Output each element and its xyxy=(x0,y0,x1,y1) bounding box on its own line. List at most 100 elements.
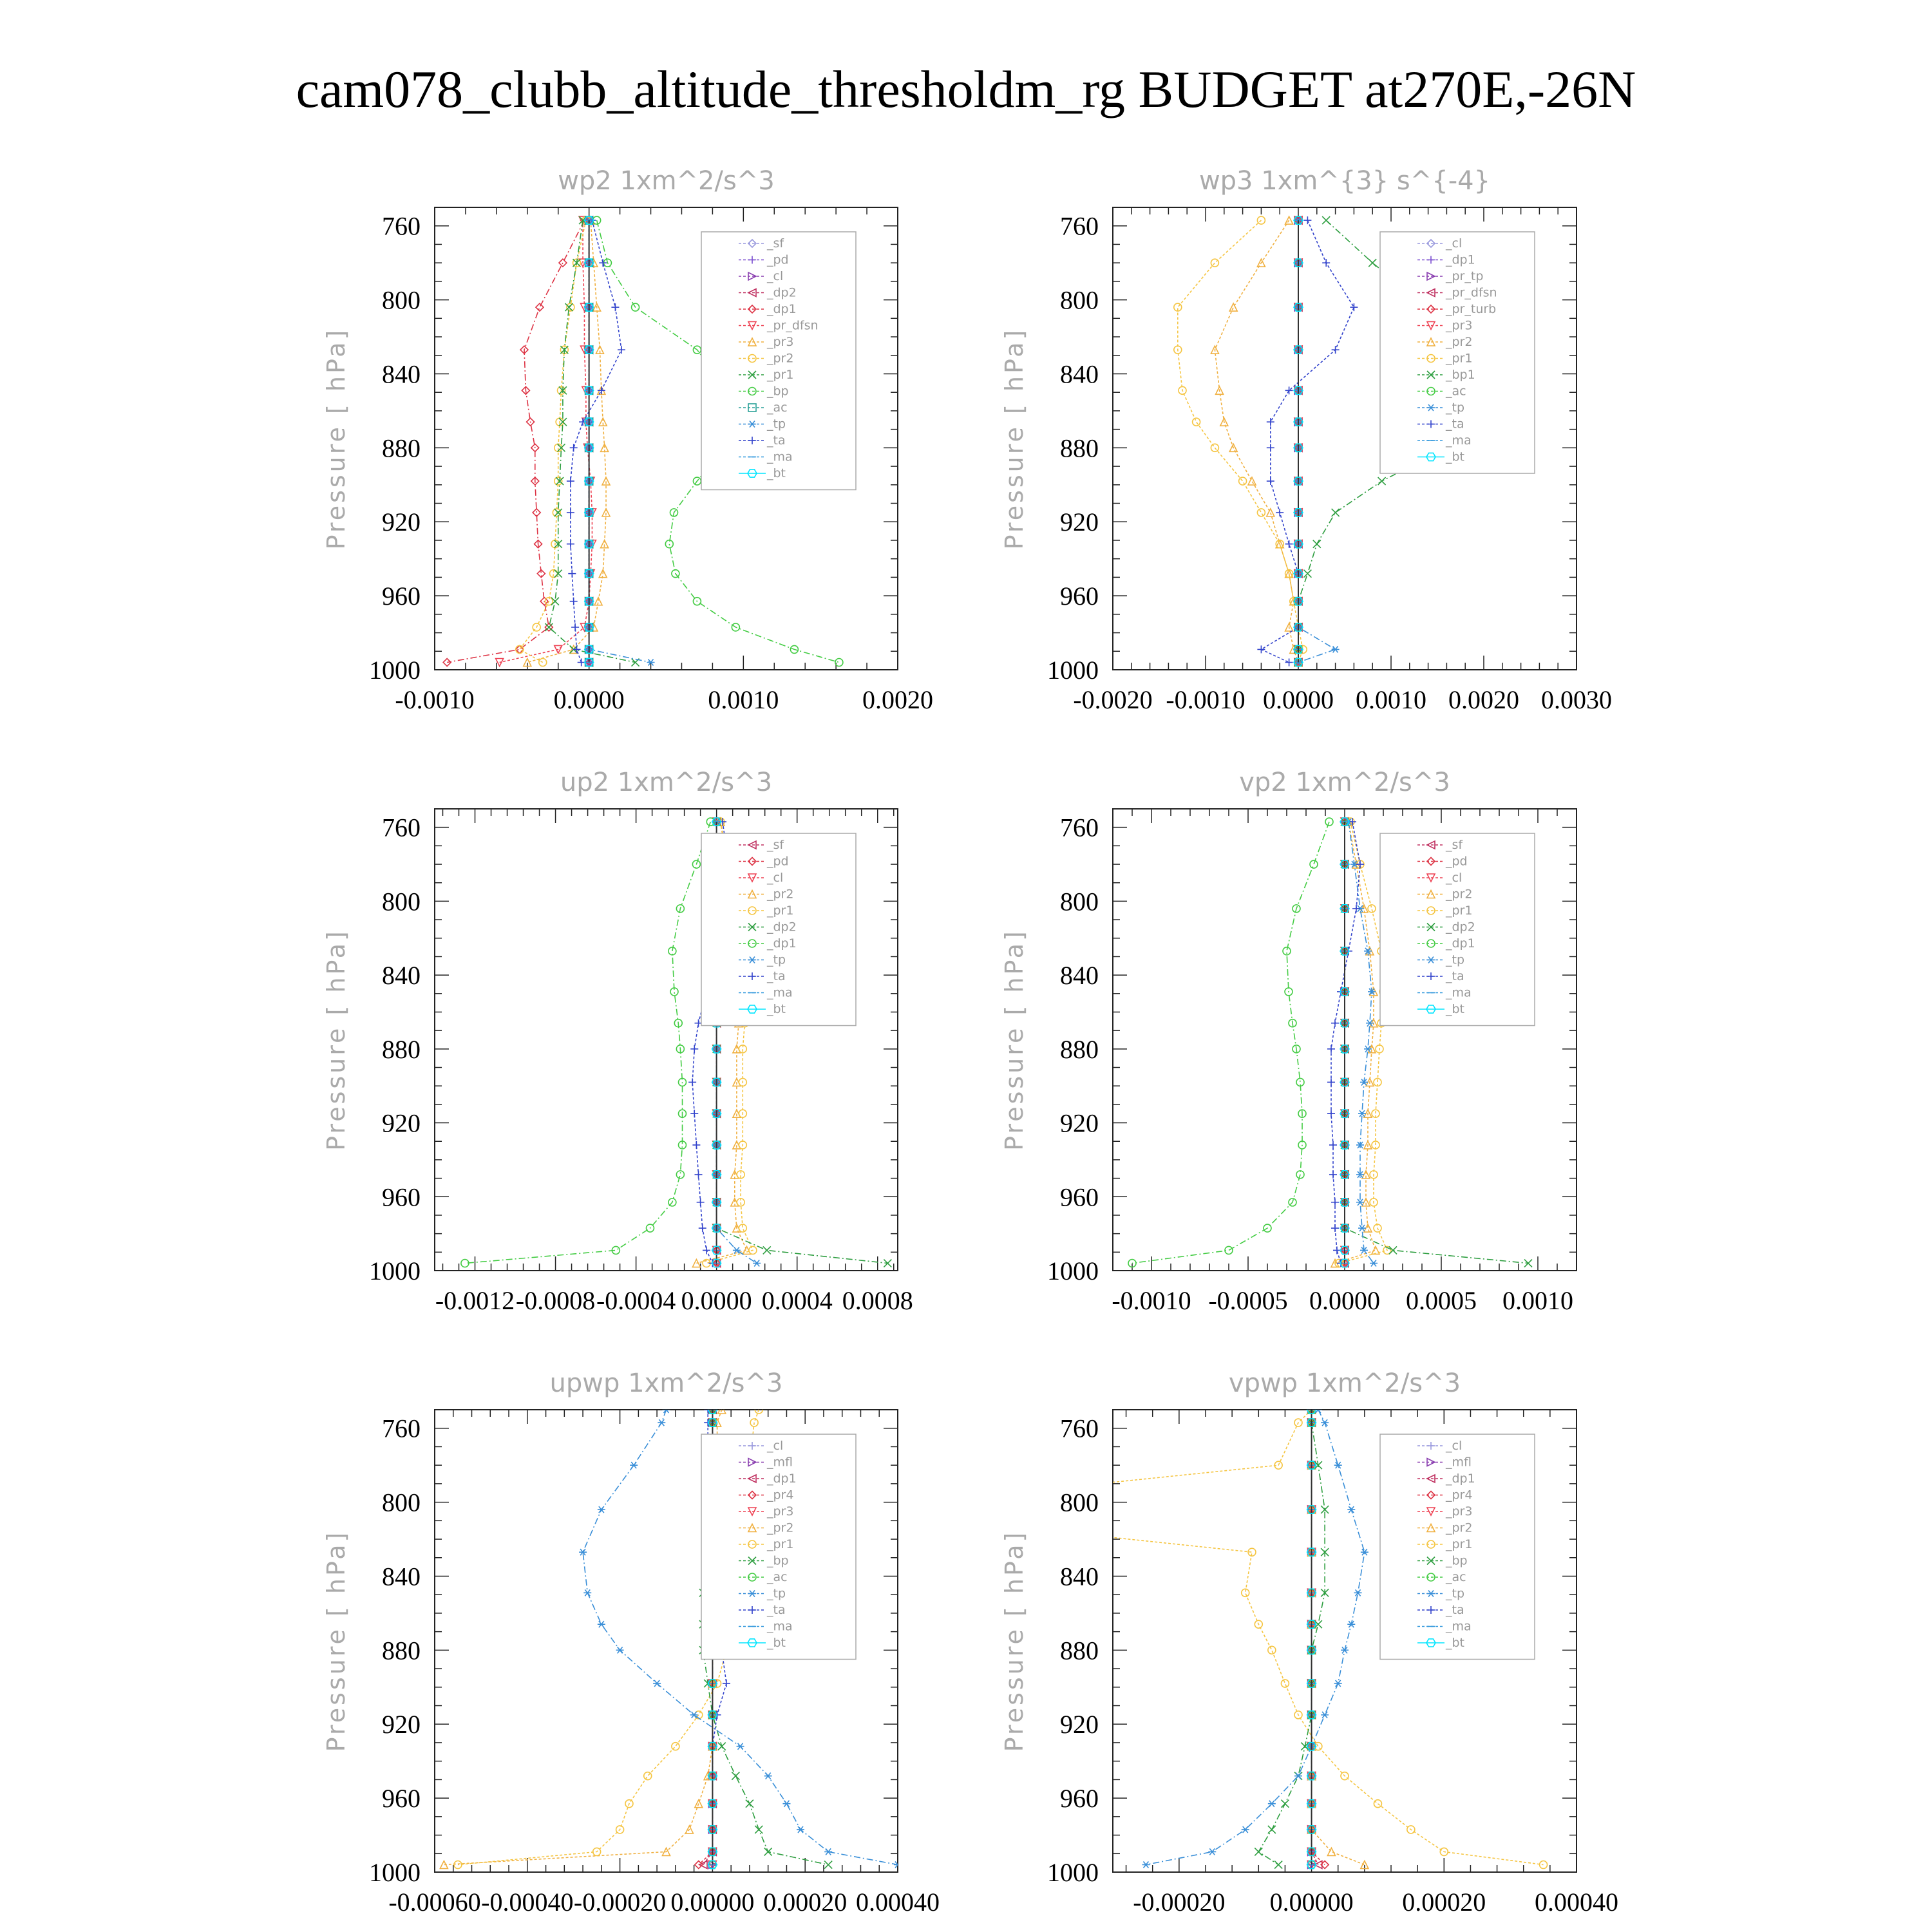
panel-1: wp2 1xm^2/s^3 Pressure [ hPa] 760 800 840 880… xyxy=(322,166,933,714)
point-_bt xyxy=(583,508,594,517)
y-tick-label: 920 xyxy=(382,507,421,536)
legend-entry-_pr4: _pr4 xyxy=(766,1488,793,1502)
point-_ta xyxy=(617,346,625,354)
point-_pr_dfsn xyxy=(495,658,504,668)
point-_bp xyxy=(1320,1548,1329,1557)
point-_bt xyxy=(707,1860,718,1870)
point-_bp xyxy=(1274,1860,1283,1870)
legend-marker xyxy=(1427,256,1435,264)
legend-marker xyxy=(1427,1442,1435,1450)
point-_ta xyxy=(690,1110,699,1118)
plot-frame xyxy=(434,207,898,670)
series-line-_ta xyxy=(570,220,622,663)
point-_dp1 xyxy=(698,1860,708,1870)
legend-entry-_ta: _ta xyxy=(1445,1603,1464,1617)
point-_tp xyxy=(583,1589,592,1596)
point-_dp1 xyxy=(526,417,535,427)
point-_dp1 xyxy=(611,1245,621,1255)
series-line-_ta xyxy=(1260,220,1355,663)
point-_bt xyxy=(1293,303,1303,312)
legend-marker xyxy=(1427,956,1435,963)
legend-entry-_cl: _cl xyxy=(766,1439,783,1453)
y-axis-label: Pressure [ hPa] xyxy=(322,929,350,1151)
x-tick-label: -0.0008 xyxy=(516,1286,595,1315)
point-_tp xyxy=(1358,1110,1366,1117)
series-line-_pr2 xyxy=(1214,220,1299,663)
point-_pr1 xyxy=(1340,1771,1349,1781)
point-_ta xyxy=(611,303,620,312)
legend-entry-_ta: _ta xyxy=(1445,417,1464,431)
panel-5: upwp 1xm^2/s^3 Pressure [ hPa] 760 800 840 88… xyxy=(322,1368,940,1917)
point-_pr1 xyxy=(625,1799,634,1808)
point-_dp1 xyxy=(1296,1077,1305,1087)
point-_ta xyxy=(1285,540,1293,548)
point-_dp1 xyxy=(677,1109,687,1119)
point-_pr1 xyxy=(1284,569,1294,578)
legend-marker xyxy=(1426,1490,1436,1500)
point-_tp xyxy=(894,1861,898,1869)
point-_bt xyxy=(1293,477,1303,486)
point-_pr2 xyxy=(1256,258,1266,267)
point-_tp xyxy=(1364,1045,1372,1053)
point-_tp xyxy=(1347,1620,1356,1628)
point-_ta xyxy=(573,645,581,654)
point-_pr4 xyxy=(1320,1860,1330,1870)
point-_bp xyxy=(1314,1620,1323,1629)
point-_bt xyxy=(583,216,594,225)
x-tick-label: 0.0010 xyxy=(708,685,779,714)
point-_bp xyxy=(671,569,680,578)
point-_bt xyxy=(583,345,594,355)
point-_ta xyxy=(1329,1170,1337,1179)
point-_pr1 xyxy=(615,1825,625,1834)
point-_pr1 xyxy=(1294,1710,1303,1719)
legend-entry-_cl: _cl xyxy=(766,871,783,885)
legend-entry-_tp: _tp xyxy=(1445,1587,1464,1601)
point-_bt xyxy=(1340,904,1350,913)
legend-entry-_pr_tp: _pr_tp xyxy=(1445,269,1483,283)
legend-marker xyxy=(748,922,757,932)
point-_bp xyxy=(1314,1461,1323,1470)
point-_pr2 xyxy=(1265,507,1276,517)
legend-marker xyxy=(748,1540,757,1549)
x-tick-label: -0.00060 xyxy=(388,1888,480,1917)
y-tick-label: 880 xyxy=(382,1035,421,1064)
point-_pr1 xyxy=(1274,1461,1283,1470)
point-_pr2 xyxy=(566,303,575,312)
point-_bt xyxy=(583,258,594,268)
point-_ta xyxy=(1285,658,1293,667)
point-_bt xyxy=(583,658,594,667)
legend-entry-_pr2: _pr2 xyxy=(1445,335,1472,349)
series-line-_pr2 xyxy=(1334,821,1377,1264)
point-_bt xyxy=(1306,1741,1317,1751)
point-_bt xyxy=(583,539,594,549)
legend-entry-_pr1: _pr1 xyxy=(1445,1537,1472,1551)
point-_bt xyxy=(707,1418,718,1427)
point-_bt xyxy=(1306,1418,1317,1427)
point-_pr1 xyxy=(1539,1860,1548,1870)
y-tick-label: 880 xyxy=(382,433,421,462)
legend-marker xyxy=(1426,354,1435,363)
point-_tp xyxy=(753,1260,761,1267)
legend-marker xyxy=(747,1507,757,1517)
y-tick-label: 1000 xyxy=(1047,656,1099,685)
y-tick-label: 840 xyxy=(1060,961,1099,990)
point-_bt xyxy=(711,1258,722,1268)
point-_bt xyxy=(1306,1588,1317,1598)
x-tick-label: 0.0004 xyxy=(762,1286,833,1315)
series-line-_pr2 xyxy=(696,821,748,1264)
point-_dp1 xyxy=(1263,1224,1272,1233)
series-line-_pr3 xyxy=(527,220,607,663)
point-_ta xyxy=(1285,386,1293,395)
panel-title: wp3 1xm^{3} s^{-4} xyxy=(1199,166,1490,196)
point-_pr3 xyxy=(522,657,533,667)
point-_pr3 xyxy=(598,417,608,426)
point-_ta xyxy=(696,1198,705,1206)
point-_ta xyxy=(569,444,578,452)
point-_pr1 xyxy=(738,1045,748,1054)
legend-marker xyxy=(748,906,757,915)
point-_bp xyxy=(630,303,640,312)
legend-marker xyxy=(1426,922,1435,932)
point-_bt xyxy=(1293,645,1303,654)
point-_bt xyxy=(583,623,594,632)
